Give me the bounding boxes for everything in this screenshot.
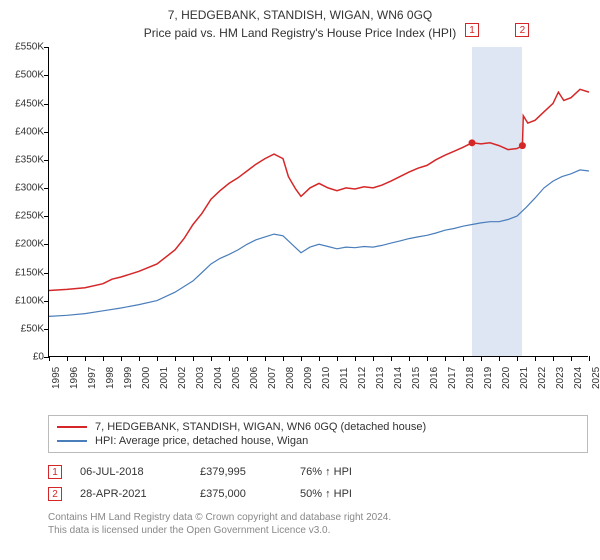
transaction-price: £375,000 [200, 488, 300, 500]
x-tick-label: 1995 [51, 367, 62, 389]
x-tick-label: 1999 [123, 367, 134, 389]
x-tick-label: 2009 [303, 367, 314, 389]
y-tick-label: £350K [10, 154, 44, 165]
y-tick-label: £250K [10, 211, 44, 222]
transaction-hpi: 50% ↑ HPI [300, 488, 400, 500]
legend-item: 7, HEDGEBANK, STANDISH, WIGAN, WN6 0GQ (… [57, 420, 579, 434]
x-tick-label: 2004 [213, 367, 224, 389]
x-tick-label: 2013 [375, 367, 386, 389]
transaction-marker: 2 [48, 487, 62, 501]
legend-swatch [57, 440, 87, 442]
y-tick-label: £50K [10, 324, 44, 335]
sale-point [519, 142, 526, 149]
transactions-table: 1 06-JUL-2018£379,99576% ↑ HPI 2 28-APR-202… [48, 461, 588, 505]
footnote-line: This data is licensed under the Open Gov… [48, 524, 588, 537]
x-tick-label: 2008 [285, 367, 296, 389]
transaction-marker: 1 [48, 465, 62, 479]
y-tick-label: £0 [10, 352, 44, 363]
legend: 7, HEDGEBANK, STANDISH, WIGAN, WN6 0GQ (… [48, 415, 588, 453]
x-tick-label: 2022 [537, 367, 548, 389]
x-tick-label: 2023 [555, 367, 566, 389]
chart-area: 12 £0 £50K £100K £150K £200K £250K £300K £350K £… [10, 47, 588, 377]
x-tick-label: 2003 [195, 367, 206, 389]
legend-swatch [57, 426, 87, 428]
transaction-row: 1 06-JUL-2018£379,99576% ↑ HPI [48, 461, 588, 483]
x-tick-label: 1998 [105, 367, 116, 389]
footnote: Contains HM Land Registry data © Crown c… [48, 511, 588, 537]
y-tick-label: £150K [10, 267, 44, 278]
legend-label: 7, HEDGEBANK, STANDISH, WIGAN, WN6 0GQ (… [95, 421, 426, 433]
series-line-property [49, 89, 589, 290]
x-tick-label: 2011 [339, 368, 350, 390]
x-tick-label: 2024 [573, 367, 584, 389]
plot-region: 12 [48, 47, 588, 357]
transaction-date: 28-APR-2021 [80, 488, 200, 500]
x-tick-label: 2025 [591, 367, 600, 389]
x-tick-label: 2019 [483, 367, 494, 389]
y-tick-label: £500K [10, 70, 44, 81]
chart-marker: 1 [465, 23, 479, 37]
x-tick-label: 1997 [87, 367, 98, 389]
legend-label: HPI: Average price, detached house, Wiga… [95, 435, 308, 447]
x-tick-label: 2002 [177, 367, 188, 389]
x-tick-label: 2014 [393, 367, 404, 389]
y-tick-label: £200K [10, 239, 44, 250]
y-tick-label: £300K [10, 183, 44, 194]
chart-container: 7, HEDGEBANK, STANDISH, WIGAN, WN6 0GQ P… [0, 0, 600, 560]
y-tick-label: £100K [10, 295, 44, 306]
legend-item: HPI: Average price, detached house, Wiga… [57, 434, 579, 448]
x-tick-label: 2018 [465, 367, 476, 389]
x-tick-label: 2012 [357, 367, 368, 389]
sale-point [469, 140, 476, 147]
chart-title: 7, HEDGEBANK, STANDISH, WIGAN, WN6 0GQ [10, 8, 590, 24]
x-tick-label: 2006 [249, 367, 260, 389]
chart-subtitle: Price paid vs. HM Land Registry's House … [10, 26, 590, 42]
x-tick-label: 2017 [447, 367, 458, 389]
x-tick-label: 2007 [267, 367, 278, 389]
x-tick-label: 2001 [159, 367, 170, 389]
y-tick-label: £550K [10, 42, 44, 53]
transaction-price: £379,995 [200, 466, 300, 478]
x-tick-label: 2000 [141, 367, 152, 389]
chart-marker: 2 [515, 23, 529, 37]
transaction-hpi: 76% ↑ HPI [300, 466, 400, 478]
x-tick-label: 2010 [321, 367, 332, 389]
chart-svg [49, 47, 589, 357]
x-tick-label: 2005 [231, 367, 242, 389]
x-tick-label: 2016 [429, 367, 440, 389]
series-line-hpi [49, 170, 589, 317]
x-tick [589, 356, 590, 361]
x-tick-label: 2021 [519, 367, 530, 389]
transaction-date: 06-JUL-2018 [80, 466, 200, 478]
y-tick-label: £400K [10, 126, 44, 137]
transaction-row: 2 28-APR-2021£375,00050% ↑ HPI [48, 483, 588, 505]
x-tick-label: 2015 [411, 367, 422, 389]
y-tick-label: £450K [10, 98, 44, 109]
x-tick-label: 2020 [501, 367, 512, 389]
x-tick-label: 1996 [69, 367, 80, 389]
footnote-line: Contains HM Land Registry data © Crown c… [48, 511, 588, 524]
